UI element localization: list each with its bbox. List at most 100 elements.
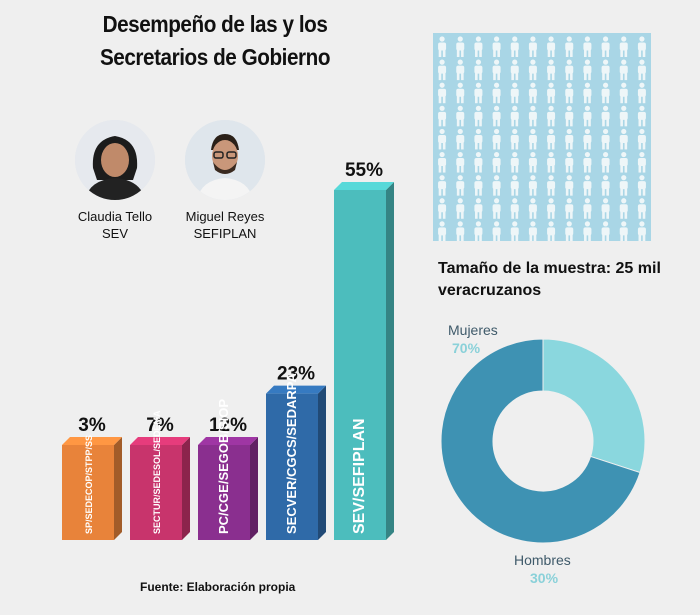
person-icon: [637, 82, 646, 104]
person-icon: [619, 105, 628, 127]
population-pictogram: [433, 33, 651, 241]
bar-top: [334, 182, 394, 190]
person-icon: [492, 198, 501, 219]
bar-category-label: SEV/SEFIPLAN: [351, 418, 368, 534]
person-icon: [565, 105, 574, 127]
person-icon: [583, 36, 592, 57]
avatar-miguel-reyes: [185, 120, 265, 200]
person-icon: [619, 198, 628, 219]
person-icon: [528, 151, 537, 173]
person-icon: [474, 151, 483, 173]
person-icon: [601, 221, 610, 241]
person-icon: [637, 151, 646, 173]
person-icon: [601, 198, 610, 219]
person-icon: [547, 198, 556, 219]
person-icon: [474, 128, 483, 150]
person-icon: [583, 221, 592, 241]
person-icon: [474, 105, 483, 127]
person-icon: [601, 128, 610, 150]
person-icon: [474, 59, 483, 81]
source-note: Fuente: Elaboración propia: [140, 580, 296, 594]
donut-slice-hombres: [542, 338, 646, 474]
person-icon: [619, 128, 628, 150]
person-label-2: Miguel Reyes SEFIPLAN: [165, 208, 285, 242]
donut-value-mujeres: 70%: [452, 340, 481, 356]
person-icon: [547, 128, 556, 150]
bar-side: [250, 437, 258, 540]
person-icon: [583, 198, 592, 219]
person-icon: [601, 36, 610, 57]
person-icon: [619, 175, 628, 196]
avatar-claudia-tello: [75, 120, 155, 200]
person-name: Miguel Reyes: [185, 209, 265, 224]
person-icon: [547, 221, 556, 241]
person-icon: [492, 175, 501, 196]
donut-value-hombres: 30%: [530, 570, 559, 586]
person-icon: [510, 105, 519, 127]
bar-side: [114, 437, 122, 540]
bar-value-label: 3%: [78, 415, 106, 436]
bar-value-label: 55%: [345, 160, 383, 181]
person-icon: [565, 151, 574, 173]
person-icon: [547, 59, 556, 81]
bar-side: [182, 437, 190, 540]
donut-label-hombres: Hombres: [514, 552, 571, 568]
bar-value-label: 7%: [146, 415, 174, 436]
person-icon: [528, 82, 537, 104]
person-icon: [637, 198, 646, 219]
person-icon: [510, 198, 519, 219]
person-icon: [619, 36, 628, 57]
bar: [334, 190, 386, 540]
person-icon: [528, 59, 537, 81]
person-icon: [601, 59, 610, 81]
donut-label-mujeres: Mujeres: [448, 322, 498, 338]
title-line-1: Desempeño de las y los: [102, 11, 328, 37]
person-icon: [583, 175, 592, 196]
gender-donut-chart: [440, 338, 646, 544]
person-icon: [637, 59, 646, 81]
person-icon: [474, 198, 483, 219]
person-icon: [565, 175, 574, 196]
bar-side: [318, 385, 326, 540]
person-icon: [619, 151, 628, 173]
person-label-1: Claudia Tello SEV: [55, 208, 175, 242]
person-icon: [565, 198, 574, 219]
person-icon: [565, 128, 574, 150]
bar: [198, 445, 250, 540]
person-icon: [456, 105, 465, 127]
bar-category-label: PC/CGE/SEGOB/SIOP: [216, 399, 231, 534]
bar-top: [266, 385, 326, 394]
person-icon: [547, 151, 556, 173]
person-icon: [528, 175, 537, 196]
person-icon: [601, 105, 610, 127]
person-icon: [438, 128, 447, 150]
bar: [130, 445, 182, 540]
person-icon: [438, 105, 447, 127]
person-icon: [510, 175, 519, 196]
person-icon: [547, 82, 556, 104]
person-icon: [456, 198, 465, 219]
person-icon: [547, 175, 556, 196]
person-icon: [510, 36, 519, 57]
person-icon: [619, 59, 628, 81]
person-icon: [492, 82, 501, 104]
person-icon: [456, 82, 465, 104]
person-icon: [583, 128, 592, 150]
bar-category-label: SECTUR/SEDESOL/SEDEMA: [152, 410, 162, 534]
person-icon: [474, 221, 483, 241]
person-icon: [438, 175, 447, 196]
bar-category-label: SP/SEDECOP/STPP/SS: [84, 435, 94, 534]
donut-slice-mujeres: [440, 338, 641, 544]
person-icon: [438, 151, 447, 173]
person-icon: [510, 82, 519, 104]
person-icon: [637, 36, 646, 57]
person-icon: [438, 82, 447, 104]
bar-chart: 3%SP/SEDECOP/STPP/SS 7%SECTUR/SEDESOL/SED…: [62, 160, 394, 540]
person-icon: [474, 82, 483, 104]
bar-top: [130, 437, 190, 445]
person-icon: [547, 36, 556, 57]
person-icon: [528, 221, 537, 241]
person-icon: [456, 151, 465, 173]
person-icon: [492, 36, 501, 57]
person-icon: [492, 128, 501, 150]
